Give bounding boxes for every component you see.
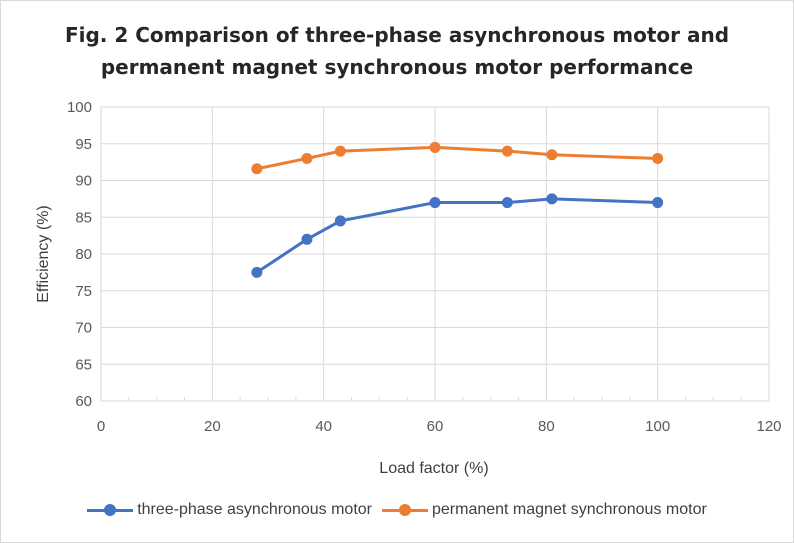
chart-title-line-2: permanent magnet synchronous motor perfo…	[100, 55, 694, 79]
x-tick-label: 40	[315, 418, 332, 435]
x-tick-label: 60	[427, 418, 444, 435]
x-tick-label: 0	[97, 418, 105, 435]
y-tick-label: 60	[75, 393, 92, 410]
legend-label-series-1: three-phase asynchronous motor	[137, 501, 372, 518]
x-tick-label: 120	[756, 418, 781, 435]
data-point-series-2	[501, 145, 513, 157]
data-point-series-1	[301, 233, 313, 245]
data-point-series-1	[334, 215, 346, 227]
y-tick-label: 65	[75, 356, 92, 373]
data-point-series-2	[652, 152, 664, 164]
y-tick-label: 100	[67, 99, 92, 116]
data-point-series-2	[429, 141, 441, 153]
data-point-series-1	[652, 197, 664, 209]
data-point-series-1	[429, 197, 441, 209]
series-line-2	[255, 145, 660, 171]
data-point-series-2	[334, 145, 346, 157]
x-tick-labels: 0 20 40 60 80 100 120	[97, 418, 782, 435]
x-tick-label: 80	[538, 418, 555, 435]
y-tick-label: 85	[75, 209, 92, 226]
y-tick-label: 75	[75, 283, 92, 300]
legend-label-series-2: permanent magnet synchronous motor	[431, 501, 707, 518]
chart-title-line-1: Fig. 2 Comparison of three-phase asynchr…	[64, 23, 730, 47]
x-tick-label: 100	[645, 418, 670, 435]
y-tick-label: 80	[75, 246, 92, 263]
y-tick-labels: 60 65 70 75 80 85 90 95 100	[67, 99, 92, 410]
legend-item-series-2: permanent magnet synchronous motor	[381, 501, 707, 519]
series-line-1	[255, 197, 660, 274]
y-axis-title: Efficiency (%)	[35, 205, 52, 303]
y-tick-label: 95	[75, 136, 92, 153]
y-tick-label: 70	[75, 320, 92, 337]
legend-marker-series-1	[87, 503, 134, 517]
data-point-series-1	[251, 266, 263, 278]
legend-marker-series-2	[381, 503, 428, 517]
y-tick-label: 90	[75, 173, 92, 190]
data-point-series-1	[546, 193, 558, 205]
data-point-series-2	[301, 152, 313, 164]
data-series	[251, 141, 664, 278]
x-tick-label: 20	[204, 418, 221, 435]
x-axis-title: Load factor (%)	[379, 460, 488, 477]
data-point-series-2	[251, 163, 263, 175]
chart-title: Fig. 2 Comparison of three-phase asynchr…	[1, 19, 793, 83]
chart-legend: three-phase asynchronous motor permanent…	[1, 501, 793, 519]
data-point-series-2	[546, 149, 558, 161]
legend-item-series-1: three-phase asynchronous motor	[87, 501, 372, 519]
data-point-series-1	[501, 197, 513, 209]
